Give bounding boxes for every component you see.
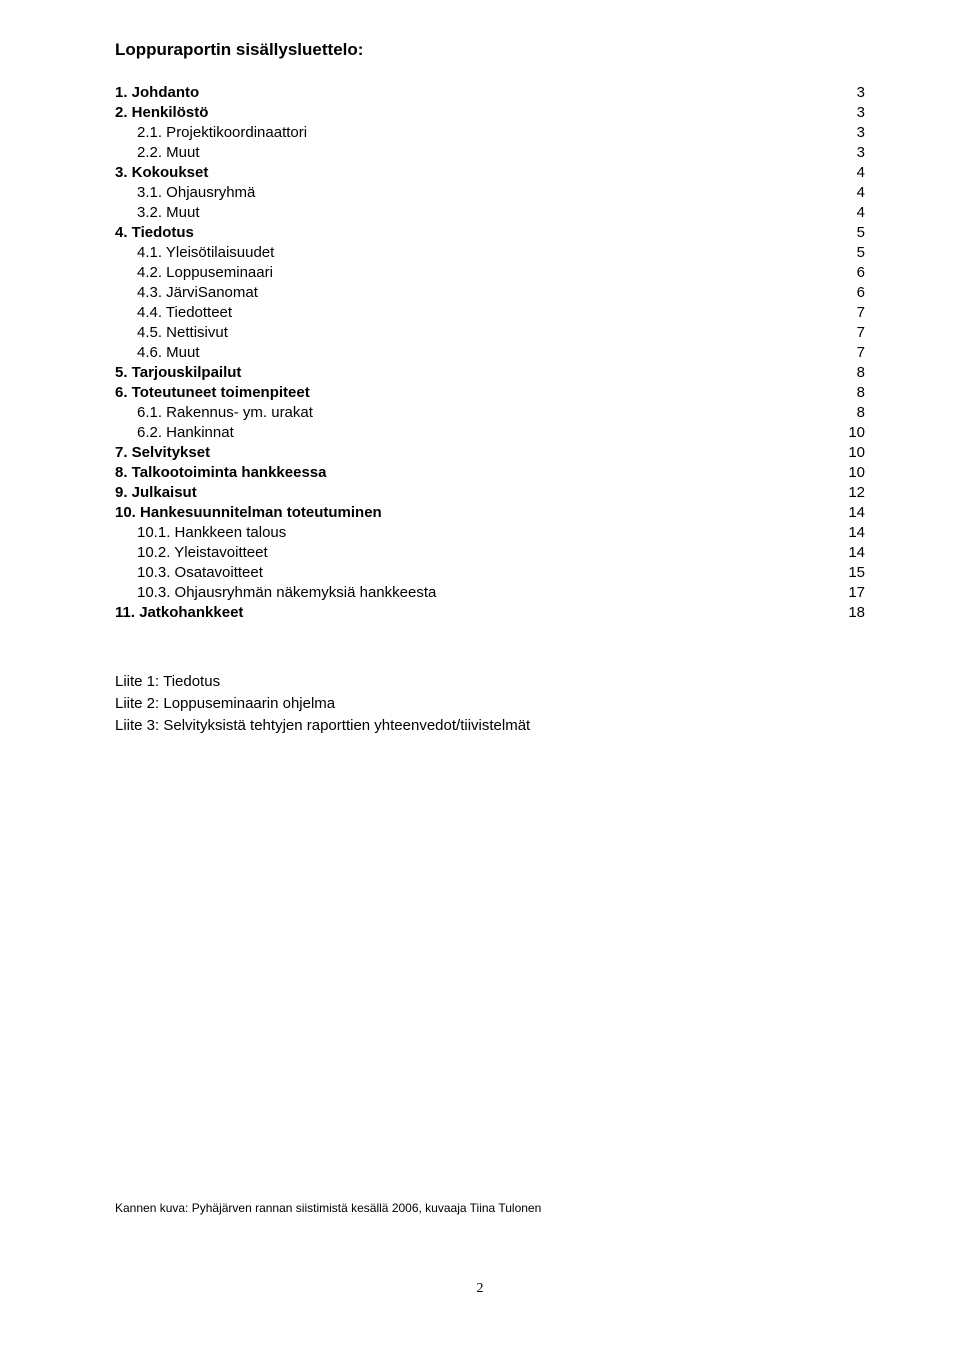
toc-label: 3.1. Ohjausryhmä	[137, 184, 255, 201]
toc-label: 4.3. JärviSanomat	[137, 284, 258, 301]
appendix-line: Liite 1: Tiedotus	[115, 671, 865, 693]
toc-page-number: 4	[847, 204, 865, 221]
toc-row: 10.2. Yleistavoitteet 14	[115, 544, 865, 561]
toc-page-number: 5	[847, 244, 865, 261]
toc-label: 9. Julkaisut	[115, 484, 197, 501]
toc-page-number: 12	[847, 484, 865, 501]
toc-row: 4.2. Loppuseminaari 6	[115, 264, 865, 281]
toc-page-number: 7	[847, 324, 865, 341]
toc-page-number: 3	[847, 124, 865, 141]
toc-label: 6.1. Rakennus- ym. urakat	[137, 404, 313, 421]
appendix-line: Liite 2: Loppuseminaarin ohjelma	[115, 693, 865, 715]
toc-label: 6. Toteutuneet toimenpiteet	[115, 384, 310, 401]
cover-image-caption: Kannen kuva: Pyhäjärven rannan siistimis…	[115, 1201, 541, 1215]
toc-page-number: 17	[847, 584, 865, 601]
toc-page-number: 10	[847, 464, 865, 481]
toc-row: 9. Julkaisut 12	[115, 484, 865, 501]
toc-row: 4. Tiedotus 5	[115, 224, 865, 241]
toc-label: 4.5. Nettisivut	[137, 324, 228, 341]
toc-label: 2.2. Muut	[137, 144, 200, 161]
toc-page-number: 14	[847, 504, 865, 521]
toc-page-number: 6	[847, 284, 865, 301]
toc-page-number: 10	[847, 444, 865, 461]
toc-page-number: 8	[847, 404, 865, 421]
toc-label: 10.2. Yleistavoitteet	[137, 544, 268, 561]
toc-label: 4.1. Yleisötilaisuudet	[137, 244, 274, 261]
toc-label: 6.2. Hankinnat	[137, 424, 234, 441]
toc-page-number: 7	[847, 344, 865, 361]
toc-row: 1. Johdanto 3	[115, 84, 865, 101]
toc-page-number: 14	[847, 544, 865, 561]
toc-page-number: 15	[847, 564, 865, 581]
page-number: 2	[0, 1281, 960, 1297]
toc-label: 1. Johdanto	[115, 84, 199, 101]
toc-label: 10.3. Osatavoitteet	[137, 564, 263, 581]
toc-row: 8. Talkootoiminta hankkeessa 10	[115, 464, 865, 481]
table-of-contents: 1. Johdanto32. Henkilöstö32.1. Projektik…	[115, 84, 865, 621]
toc-row: 6. Toteutuneet toimenpiteet 8	[115, 384, 865, 401]
toc-label: 4.6. Muut	[137, 344, 200, 361]
toc-page-number: 8	[847, 384, 865, 401]
toc-label: 2. Henkilöstö	[115, 104, 208, 121]
toc-row: 6.1. Rakennus- ym. urakat 8	[115, 404, 865, 421]
toc-page-number: 3	[847, 144, 865, 161]
appendix-list: Liite 1: TiedotusLiite 2: Loppuseminaari…	[115, 671, 865, 736]
toc-row: 6.2. Hankinnat 10	[115, 424, 865, 441]
toc-label: 10.3. Ohjausryhmän näkemyksiä hankkeesta	[137, 584, 436, 601]
toc-label: 4.2. Loppuseminaari	[137, 264, 273, 281]
toc-row: 4.4. Tiedotteet 7	[115, 304, 865, 321]
toc-row: 10. Hankesuunnitelman toteutuminen 14	[115, 504, 865, 521]
toc-label: 11. Jatkohankkeet	[115, 604, 243, 621]
toc-label: 2.1. Projektikoordinaattori	[137, 124, 307, 141]
toc-row: 2.2. Muut 3	[115, 144, 865, 161]
toc-page-number: 6	[847, 264, 865, 281]
toc-row: 10.3. Ohjausryhmän näkemyksiä hankkeesta…	[115, 584, 865, 601]
toc-row: 4.3. JärviSanomat 6	[115, 284, 865, 301]
toc-page-number: 3	[847, 104, 865, 121]
toc-page-number: 5	[847, 224, 865, 241]
toc-row: 7. Selvitykset 10	[115, 444, 865, 461]
toc-label: 4.4. Tiedotteet	[137, 304, 232, 321]
toc-row: 3. Kokoukset 4	[115, 164, 865, 181]
toc-row: 5. Tarjouskilpailut 8	[115, 364, 865, 381]
toc-row: 2.1. Projektikoordinaattori 3	[115, 124, 865, 141]
toc-row: 2. Henkilöstö 3	[115, 104, 865, 121]
toc-label: 10.1. Hankkeen talous	[137, 524, 286, 541]
toc-row: 10.3. Osatavoitteet 15	[115, 564, 865, 581]
toc-page-number: 4	[847, 184, 865, 201]
toc-page-number: 18	[847, 604, 865, 621]
toc-title: Loppuraportin sisällysluettelo:	[115, 40, 865, 60]
appendix-line: Liite 3: Selvityksistä tehtyjen raportti…	[115, 715, 865, 737]
toc-label: 5. Tarjouskilpailut	[115, 364, 241, 381]
toc-row: 4.1. Yleisötilaisuudet 5	[115, 244, 865, 261]
toc-label: 3. Kokoukset	[115, 164, 208, 181]
toc-page-number: 8	[847, 364, 865, 381]
toc-page-number: 14	[847, 524, 865, 541]
toc-page-number: 7	[847, 304, 865, 321]
toc-label: 10. Hankesuunnitelman toteutuminen	[115, 504, 382, 521]
toc-label: 4. Tiedotus	[115, 224, 194, 241]
toc-row: 3.1. Ohjausryhmä 4	[115, 184, 865, 201]
toc-label: 8. Talkootoiminta hankkeessa	[115, 464, 326, 481]
toc-page-number: 10	[847, 424, 865, 441]
toc-page-number: 4	[847, 164, 865, 181]
toc-label: 7. Selvitykset	[115, 444, 210, 461]
toc-label: 3.2. Muut	[137, 204, 200, 221]
toc-row: 4.5. Nettisivut 7	[115, 324, 865, 341]
toc-row: 3.2. Muut 4	[115, 204, 865, 221]
toc-row: 4.6. Muut 7	[115, 344, 865, 361]
toc-row: 10.1. Hankkeen talous 14	[115, 524, 865, 541]
toc-row: 11. Jatkohankkeet 18	[115, 604, 865, 621]
toc-page-number: 3	[847, 84, 865, 101]
